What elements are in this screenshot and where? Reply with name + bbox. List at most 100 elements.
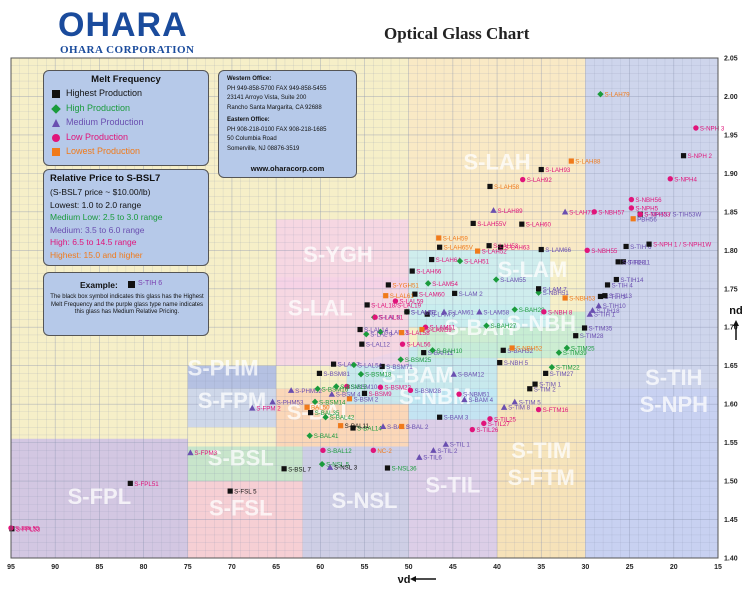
glass-label: S-TIH23 xyxy=(622,259,646,266)
region-label-s-ftm: S-FTM xyxy=(508,465,575,490)
y-tick-label: 1.55 xyxy=(724,440,738,447)
glass-label: S-LAL54 xyxy=(358,362,383,369)
glass-point xyxy=(344,383,350,390)
y-tick-label: 1.50 xyxy=(724,479,738,486)
plot-frame xyxy=(10,57,719,559)
glass-point xyxy=(307,410,314,416)
glass-point xyxy=(476,308,483,315)
glass-point xyxy=(357,370,365,378)
chart-title: Optical Glass Chart xyxy=(384,24,530,43)
glass-label: PBH56 xyxy=(637,216,657,223)
office-heading: Western Office: xyxy=(227,76,272,82)
glass-point xyxy=(404,309,410,315)
glass-point xyxy=(281,466,287,472)
glass-point xyxy=(430,447,437,453)
glass-label: S-BAH28 xyxy=(519,307,545,314)
glass-label: S-LAL51 xyxy=(379,315,404,322)
legend-item-label: Lowest Production xyxy=(66,146,141,156)
region-label-s-tim: S-TIM xyxy=(511,438,571,463)
glass-label: S-FSL 5 xyxy=(234,489,257,496)
x-tick-label: 90 xyxy=(51,564,59,571)
glass-point xyxy=(379,363,385,370)
glass-label: S-TIL6 xyxy=(423,455,442,462)
glass-point xyxy=(538,246,544,253)
glass-label: S-BSM 2 xyxy=(353,396,378,403)
glass-point xyxy=(461,396,468,403)
glass-point xyxy=(628,205,635,211)
glass-label: S-LAH92 xyxy=(527,177,553,184)
glass-point xyxy=(397,356,404,363)
glass-label: S-TIM 8 xyxy=(508,405,531,412)
glass-point xyxy=(595,302,602,309)
glass-point xyxy=(326,464,334,470)
website-link[interactable]: www.oharacorp.com xyxy=(250,164,325,173)
glass-label: S-FPM 2 xyxy=(256,406,281,413)
glass-label: S-LAM51 xyxy=(429,325,455,332)
glass-label: S-TIM 2 xyxy=(534,386,557,393)
glass-point xyxy=(497,360,503,366)
y-tick-label: 1.75 xyxy=(724,286,738,293)
x-axis-label: νd xyxy=(398,574,411,586)
glass-point xyxy=(535,286,542,292)
glass-point xyxy=(456,257,464,265)
glass-point xyxy=(469,426,476,433)
glass-label: S-TIL27 xyxy=(488,421,511,428)
region-label-s-lah: S-LAH xyxy=(463,150,530,175)
glass-point xyxy=(399,330,405,336)
glass-point xyxy=(377,328,384,336)
glass-label: S-LAH65V xyxy=(444,245,474,252)
glass-point xyxy=(511,306,518,313)
glass-point xyxy=(693,125,699,131)
x-tick-label: 50 xyxy=(405,564,413,571)
glass-point xyxy=(586,310,594,317)
glass-point xyxy=(497,244,504,250)
glass-label: S-LAM61 xyxy=(448,309,474,316)
glass-label: S-FPL51 xyxy=(134,481,159,488)
glass-point xyxy=(227,488,233,494)
x-tick-label: 30 xyxy=(582,564,590,571)
glass-label: S-NBH56 xyxy=(635,197,662,204)
glass-point xyxy=(562,295,568,301)
glass-label: S-NBH55 xyxy=(591,248,618,255)
office-heading: Eastern Office: xyxy=(227,117,270,123)
y-tick-label: 1.95 xyxy=(724,132,738,139)
legend-item-label: Medium Production xyxy=(66,117,144,127)
glass-point xyxy=(667,176,673,182)
glass-label: S-LAH79 xyxy=(604,92,630,99)
region-label-s-fpm: S-FPM xyxy=(198,388,266,413)
glass-point xyxy=(377,384,384,390)
y-axis-label: nd xyxy=(729,305,742,317)
office-line: PH 908-218-0100 FAX 908-218-1685 xyxy=(227,126,327,133)
region-label-s-fpl: S-FPL xyxy=(68,484,132,509)
glass-point xyxy=(500,404,508,410)
glass-point xyxy=(568,158,574,164)
office-line: PH 949-858-5700 FAX 949-858-5455 xyxy=(227,85,327,92)
glass-point xyxy=(437,414,443,420)
glass-point xyxy=(519,176,526,183)
glass-point xyxy=(346,396,353,402)
glass-point xyxy=(555,349,563,356)
x-tick-label: 25 xyxy=(626,564,634,571)
legend-item: Medium Production xyxy=(52,117,144,127)
x-tick-label: 15 xyxy=(714,564,722,571)
glass-label: S-LAM 3 xyxy=(431,312,456,319)
glass-label: S-LAL61 xyxy=(390,293,415,300)
chart-axes: 95 90 85 80 75 70 65 60 55 50 45 40 35 30 25 20 151.40 1.… xyxy=(7,56,743,587)
price-line: Lowest: 1.0 to 2.0 range xyxy=(50,199,142,210)
glass-label: S-BSM 4 xyxy=(336,392,361,399)
glass-point xyxy=(314,385,321,392)
glass-point xyxy=(338,423,344,429)
glass-point xyxy=(538,166,544,173)
glass-label: S-LAH58 xyxy=(494,184,520,191)
region-label-s-ygh: S-YGH xyxy=(303,242,373,267)
glass-point xyxy=(399,341,406,347)
glass-label: S-BSM15 xyxy=(340,384,367,391)
glass-point xyxy=(613,276,619,283)
glass-label: S-BAL42 xyxy=(330,415,355,422)
glass-point xyxy=(412,291,418,297)
glass-label: S-LAM66 xyxy=(545,247,571,254)
glass-label: S-LAL56 xyxy=(407,342,432,349)
glass-point xyxy=(492,276,500,283)
office-contact-box: Western Office: PH 949-858-5700 FAX 949-8… xyxy=(218,70,357,178)
example-glass-name: S-TIH 6 xyxy=(138,280,163,287)
